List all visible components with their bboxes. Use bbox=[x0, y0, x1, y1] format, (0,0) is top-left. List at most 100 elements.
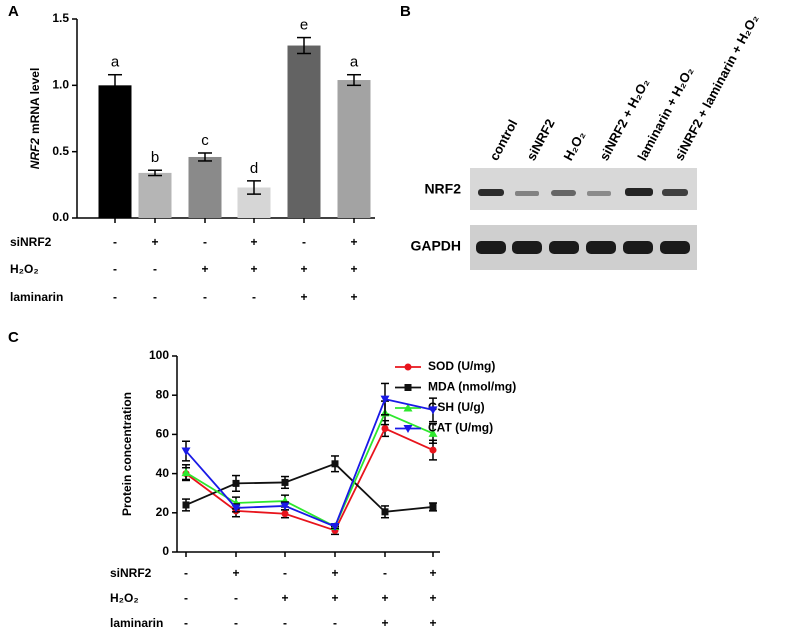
blot-row-label: NRF2 bbox=[424, 181, 461, 197]
y-axis-label: NRF2 mRNA level bbox=[28, 68, 42, 170]
y-tick-label: 60 bbox=[156, 427, 170, 441]
band bbox=[623, 241, 653, 254]
legend-marker bbox=[404, 363, 412, 371]
series-line bbox=[185, 411, 434, 528]
treatment-sign: + bbox=[331, 566, 338, 580]
significance-letter: e bbox=[300, 17, 308, 34]
western-blot bbox=[470, 168, 697, 270]
marker bbox=[182, 501, 190, 509]
treatment-sign: - bbox=[234, 616, 238, 630]
treatment-sign: - bbox=[283, 566, 287, 580]
band bbox=[586, 241, 616, 254]
treatment-sign: + bbox=[429, 616, 436, 630]
treatment-sign: - bbox=[203, 235, 207, 249]
marker bbox=[330, 523, 340, 532]
treatment-name: laminarin bbox=[110, 616, 163, 630]
treatment-sign: + bbox=[281, 591, 288, 605]
significance-letter: c bbox=[201, 132, 209, 149]
band bbox=[512, 241, 542, 254]
blot-membrane bbox=[470, 225, 697, 270]
legend-marker bbox=[403, 425, 413, 433]
band bbox=[476, 241, 506, 254]
treatment-sign: - bbox=[252, 290, 256, 304]
legend-marker bbox=[404, 384, 412, 391]
legend-label: SOD (U/mg) bbox=[428, 359, 495, 373]
y-tick-label: 100 bbox=[149, 348, 169, 362]
y-tick-label: 0.0 bbox=[52, 210, 69, 224]
treatment-name: siNRF2 bbox=[10, 235, 52, 249]
y-axis-label-italic: NRF2 bbox=[28, 138, 42, 170]
marker bbox=[231, 504, 241, 513]
panel-label: A bbox=[8, 3, 19, 20]
treatment-sign: + bbox=[250, 262, 257, 276]
treatment-sign: + bbox=[300, 262, 307, 276]
marker bbox=[181, 447, 191, 456]
marker bbox=[380, 395, 390, 404]
marker bbox=[428, 428, 438, 437]
treatment-sign: - bbox=[203, 290, 207, 304]
series-line bbox=[185, 462, 434, 513]
band bbox=[660, 241, 690, 254]
bar bbox=[287, 45, 321, 219]
error-bar bbox=[347, 73, 361, 87]
series-line bbox=[185, 427, 434, 532]
treatment-sign: + bbox=[250, 235, 257, 249]
bar bbox=[138, 172, 172, 218]
lane-label: siNRF2 bbox=[523, 116, 557, 163]
treatment-name: H₂O₂ bbox=[110, 591, 139, 605]
significance-letter: a bbox=[350, 54, 359, 71]
band bbox=[515, 191, 539, 196]
treatment-sign: + bbox=[429, 591, 436, 605]
treatment-sign: + bbox=[350, 235, 357, 249]
treatment-name: laminarin bbox=[10, 290, 63, 304]
blot-row-label: GAPDH bbox=[410, 238, 461, 254]
significance-letter: d bbox=[250, 160, 258, 177]
panel-label: C bbox=[8, 329, 19, 346]
legend-marker bbox=[403, 403, 413, 412]
treatment-sign: - bbox=[283, 616, 287, 630]
marker bbox=[181, 468, 191, 477]
treatment-sign: + bbox=[300, 290, 307, 304]
band bbox=[625, 188, 653, 196]
treatment-sign: + bbox=[350, 290, 357, 304]
treatment-sign: - bbox=[333, 616, 337, 630]
treatment-name: H₂O₂ bbox=[10, 262, 39, 276]
treatment-sign: - bbox=[302, 235, 306, 249]
band bbox=[662, 189, 688, 196]
treatment-sign: - bbox=[113, 290, 117, 304]
marker bbox=[331, 460, 339, 468]
treatment-sign: - bbox=[113, 235, 117, 249]
bar bbox=[188, 156, 222, 218]
legend-label: CAT (U/mg) bbox=[428, 421, 493, 435]
marker bbox=[232, 479, 240, 487]
y-tick-label: 40 bbox=[156, 466, 170, 480]
treatment-sign: + bbox=[201, 262, 208, 276]
treatment-sign: - bbox=[153, 262, 157, 276]
marker bbox=[280, 502, 290, 511]
treatment-sign: - bbox=[153, 290, 157, 304]
y-tick-label: 0 bbox=[162, 544, 169, 558]
treatment-name: siNRF2 bbox=[110, 566, 152, 580]
error-bar bbox=[148, 169, 162, 177]
y-tick-label: 80 bbox=[156, 387, 170, 401]
treatment-sign: + bbox=[381, 591, 388, 605]
band bbox=[549, 241, 579, 254]
treatment-sign: + bbox=[381, 616, 388, 630]
significance-letter: b bbox=[151, 149, 159, 166]
y-tick-label: 0.5 bbox=[52, 144, 69, 158]
marker bbox=[429, 446, 437, 454]
y-axis-label: Protein concentration bbox=[120, 392, 134, 516]
error-bar bbox=[108, 73, 122, 97]
band bbox=[551, 190, 576, 196]
treatment-sign: - bbox=[383, 566, 387, 580]
y-tick-label: 1.5 bbox=[52, 11, 69, 25]
treatment-sign: + bbox=[429, 566, 436, 580]
treatment-sign: + bbox=[232, 566, 239, 580]
marker bbox=[428, 406, 438, 415]
error-bar bbox=[297, 36, 311, 55]
bar bbox=[337, 80, 371, 218]
treatment-sign: - bbox=[234, 591, 238, 605]
lane-label: H₂O₂ bbox=[560, 128, 588, 163]
